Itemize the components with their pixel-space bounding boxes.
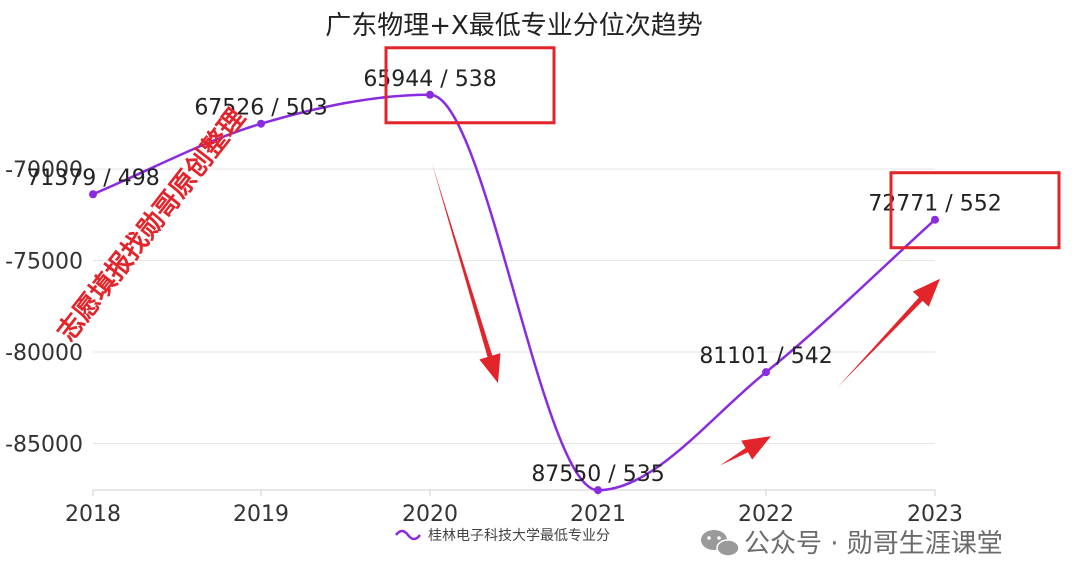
legend: 桂林电子科技大学最低专业分 [395,528,610,544]
x-tick-label: 2022 [738,502,794,527]
data-label: 67526 / 503 [194,96,327,121]
legend-line-icon [395,529,421,541]
data-label: 65944 / 538 [363,67,496,92]
y-tick-label: -80000 [5,341,83,366]
data-label: 87550 / 535 [531,462,664,487]
trend-arrow [432,163,501,384]
data-point [594,486,602,495]
data-label: 72771 / 552 [868,192,1001,217]
highlight-box [384,46,556,125]
trend-arrows [432,163,940,466]
x-tick-label: 2021 [570,502,626,527]
watermark-side: 志愿填报找勋哥原创整理 [51,103,252,347]
data-point [257,119,265,128]
x-tick-label: 2018 [65,502,121,527]
x-axis: 2018 2019 2020 2021 2022 2023 [65,489,963,527]
highlight-boxes [384,46,1061,250]
x-tick-label: 2023 [907,502,963,527]
y-tick-label: -70000 [5,158,83,183]
x-tick-label: 2019 [233,502,289,527]
y-tick-label: -85000 [5,433,83,458]
trend-arrow [720,436,771,466]
highlight-box [889,171,1061,250]
y-axis: -70000 -75000 -80000 -85000 [5,158,83,458]
data-label: 71379 / 498 [26,166,159,191]
data-point [762,368,770,377]
y-tick-label: -75000 [5,250,83,275]
wechat-icon [701,530,740,557]
data-label: 81101 / 542 [699,344,832,369]
trend-arrow [838,278,940,387]
data-labels: 71379 / 498 67526 / 503 65944 / 538 87550 /… [26,67,1001,487]
data-point [931,215,939,224]
data-point [89,190,97,199]
legend-label: 桂林电子科技大学最低专业分 [428,528,610,544]
data-points [89,90,939,495]
chart-title: 广东物理+X最低专业分位次趋势 [325,11,703,41]
watermark-bottom-right: 公众号 · 勋哥生涯课堂 [744,529,1003,559]
x-tick-label: 2020 [402,502,458,527]
data-point [426,90,434,99]
grid [93,168,935,444]
